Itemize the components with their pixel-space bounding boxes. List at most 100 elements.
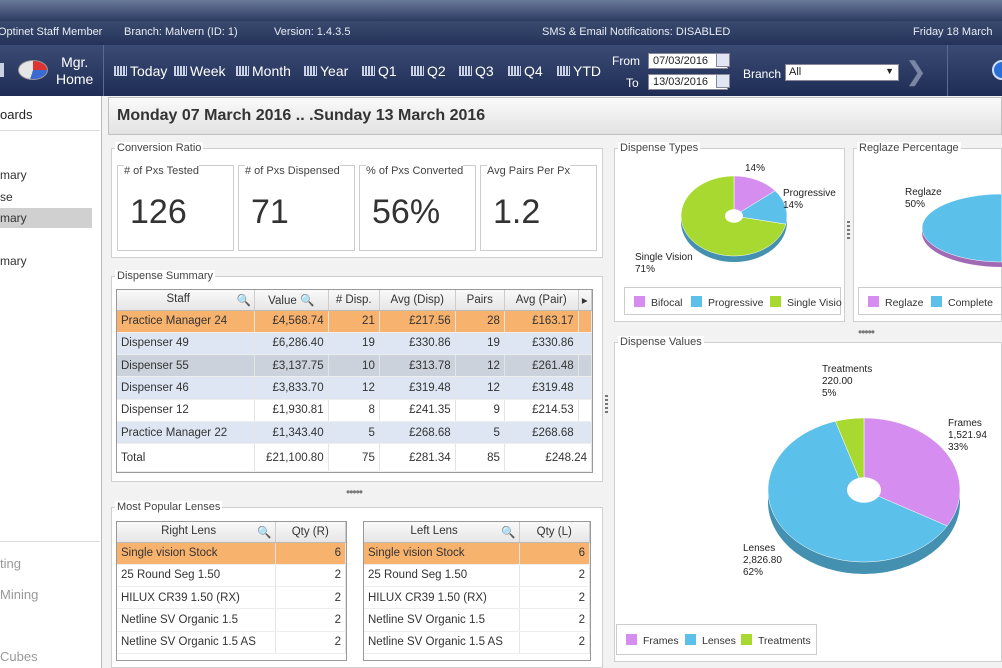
reglaze-pie [921,193,1002,267]
pie-hole [725,209,743,223]
cell-lens: Netline SV Organic 1.5 AS [117,631,276,654]
column-header-qty-l[interactable]: Qty (L) [519,522,590,543]
table-row[interactable]: Practice Manager 22 £1,343.40 5 £268.68 5 £26… [117,421,592,445]
period-q3-button[interactable]: Q3 [459,63,494,79]
search-icon[interactable]: 🔍 [299,294,315,307]
sidebar: oards mary se mary mary ting Mining Cube… [0,96,102,668]
cell-qty: 2 [519,586,590,610]
scroll-cell [578,399,592,422]
sidebar-item-summary-2[interactable]: mary [0,254,27,268]
column-header-avg-pair[interactable]: Avg (Pair) [504,290,579,311]
pie-chart-icon[interactable] [18,60,48,80]
calendar-icon[interactable] [716,53,730,67]
cell-avg-pair: £330.86 [504,332,579,356]
cell-disp: 21 [328,310,380,333]
pie-label-reglaze-name: Reglaze [905,187,942,198]
column-header-pairs[interactable]: Pairs [455,290,505,311]
cell-avg-pair: £214.53 [504,399,579,422]
search-icon[interactable]: 🔍 [257,526,272,539]
from-date-field[interactable]: 07/03/2016 [648,53,728,69]
table-row[interactable]: Netline SV Organic 1.5 AS 2 [117,631,346,654]
cell-disp: 5 [328,421,380,445]
cell-lens: HILUX CR39 1.50 (RX) [117,586,276,610]
column-header-left-lens[interactable]: Left Lens 🔍 [364,522,520,543]
scroll-right-arrow[interactable]: ▸ [578,290,592,311]
table-row[interactable]: Netline SV Organic 1.5 2 [117,608,346,632]
panel-resize-handle[interactable] [847,221,850,241]
period-label: Q2 [427,63,446,79]
panel-resize-handle[interactable]: ••••• [346,485,363,499]
reglaze-legend: Reglaze Complete [858,287,1002,315]
column-header-staff[interactable]: Staff 🔍 [117,290,255,311]
right-lens-grid[interactable]: Right Lens 🔍 Qty (R) Single vision Stock 6… [116,521,347,661]
table-row[interactable]: 25 Round Seg 1.50 2 [117,564,346,588]
dispense-types-legend: Bifocal Progressive Single Visio [624,287,842,315]
sidebar-item-data-mining[interactable]: Mining [0,587,39,602]
search-icon[interactable]: 🔍 [236,294,251,307]
legend-item-bifocal[interactable]: Bifocal [634,296,683,309]
legend-item-lenses[interactable]: Lenses [685,634,736,647]
dispense-values-legend: Frames Lenses Treatments [616,624,817,655]
sidebar-item-summary[interactable]: mary [0,168,27,182]
search-icon[interactable]: 🔍 [501,526,516,539]
table-row[interactable]: Single vision Stock 6 [364,542,590,565]
bar-chart-icon [236,66,249,76]
column-header-label: Staff [166,292,190,305]
column-header-value[interactable]: Value 🔍 [254,290,329,311]
column-header-qty-r[interactable]: Qty (R) [275,522,346,543]
mgr-home-button[interactable]: Mgr. Home [56,54,93,88]
sidebar-item-dispense-summary[interactable]: mary [0,208,92,228]
sidebar-item-cubes[interactable]: Cubes [0,649,38,664]
bar-chart-icon [557,66,570,76]
period-month-button[interactable]: Month [236,63,291,79]
branch-select[interactable]: All ▼ [785,64,899,81]
column-header-right-lens[interactable]: Right Lens 🔍 [117,522,276,543]
legend-item-progressive[interactable]: Progressive [691,296,763,309]
to-date-field[interactable]: 13/03/2016 [648,74,728,90]
panel-resize-handle[interactable]: ••••• [858,325,875,339]
period-year-button[interactable]: Year [304,63,348,79]
chevron-right-icon[interactable]: ❯ [905,56,927,86]
table-row[interactable]: Netline SV Organic 1.5 AS 2 [364,631,590,654]
column-header-disp[interactable]: # Disp. [328,290,380,311]
table-row[interactable]: Single vision Stock 6 [117,542,346,565]
legend-label: Reglaze [885,297,924,309]
period-week-button[interactable]: Week [174,63,226,79]
period-today-button[interactable]: Today [114,63,167,79]
pie-slice-frames[interactable] [863,417,961,527]
cell-qty: 2 [275,586,346,610]
table-row[interactable]: 25 Round Seg 1.50 2 [364,564,590,588]
table-row[interactable]: Dispenser 12 £1,930.81 8 £241.35 9 £214.53 [117,399,592,422]
legend-item-frames[interactable]: Frames [626,634,679,647]
dispense-summary-grid[interactable]: Staff 🔍 Value 🔍 # Disp. Avg (Disp) Pairs… [116,289,593,473]
panel-resize-handle[interactable] [605,395,608,415]
pie-slice-reglaze[interactable] [921,193,1002,263]
pie-label-lenses-name: Lenses [743,543,776,554]
sidebar-header-dashboards[interactable]: oards [0,107,33,122]
period-q1-button[interactable]: Q1 [362,63,397,79]
scroll-cell [578,376,592,400]
table-row[interactable]: Dispenser 49 £6,286.40 19 £330.86 19 £330.86 [117,332,592,356]
pie-slice-treatments[interactable] [835,417,865,491]
branch-label: Branch [743,67,782,81]
period-q2-button[interactable]: Q2 [411,63,446,79]
home-icon[interactable] [0,63,4,77]
table-row[interactable]: Netline SV Organic 1.5 2 [364,608,590,632]
left-lens-grid[interactable]: Left Lens 🔍 Qty (L) Single vision Stock 6 … [363,521,591,661]
calendar-icon[interactable] [716,74,730,88]
sidebar-item-reporting[interactable]: ting [0,556,21,571]
period-ytd-button[interactable]: YTD [557,63,601,79]
table-row[interactable]: HILUX CR39 1.50 (RX) 2 [117,586,346,610]
column-header-avg-disp[interactable]: Avg (Disp) [379,290,456,311]
table-row[interactable]: Dispenser 46 £3,833.70 12 £319.48 12 £319.48 [117,376,592,400]
period-q4-button[interactable]: Q4 [508,63,543,79]
table-row[interactable]: Practice Manager 24 £4,568.74 21 £217.56 28 £… [117,310,592,333]
globe-icon[interactable] [992,60,1002,80]
legend-item-treatments[interactable]: Treatments [741,634,811,647]
legend-item-reglaze[interactable]: Reglaze [868,296,924,309]
sidebar-item-dispense[interactable]: se [0,190,13,204]
table-row[interactable]: Dispenser 55 £3,137.75 10 £313.78 12 £261.48 [117,354,592,378]
legend-item-complete[interactable]: Complete [931,296,993,309]
table-row[interactable]: HILUX CR39 1.50 (RX) 2 [364,586,590,610]
legend-item-single-vision[interactable]: Single Visio [770,296,842,309]
